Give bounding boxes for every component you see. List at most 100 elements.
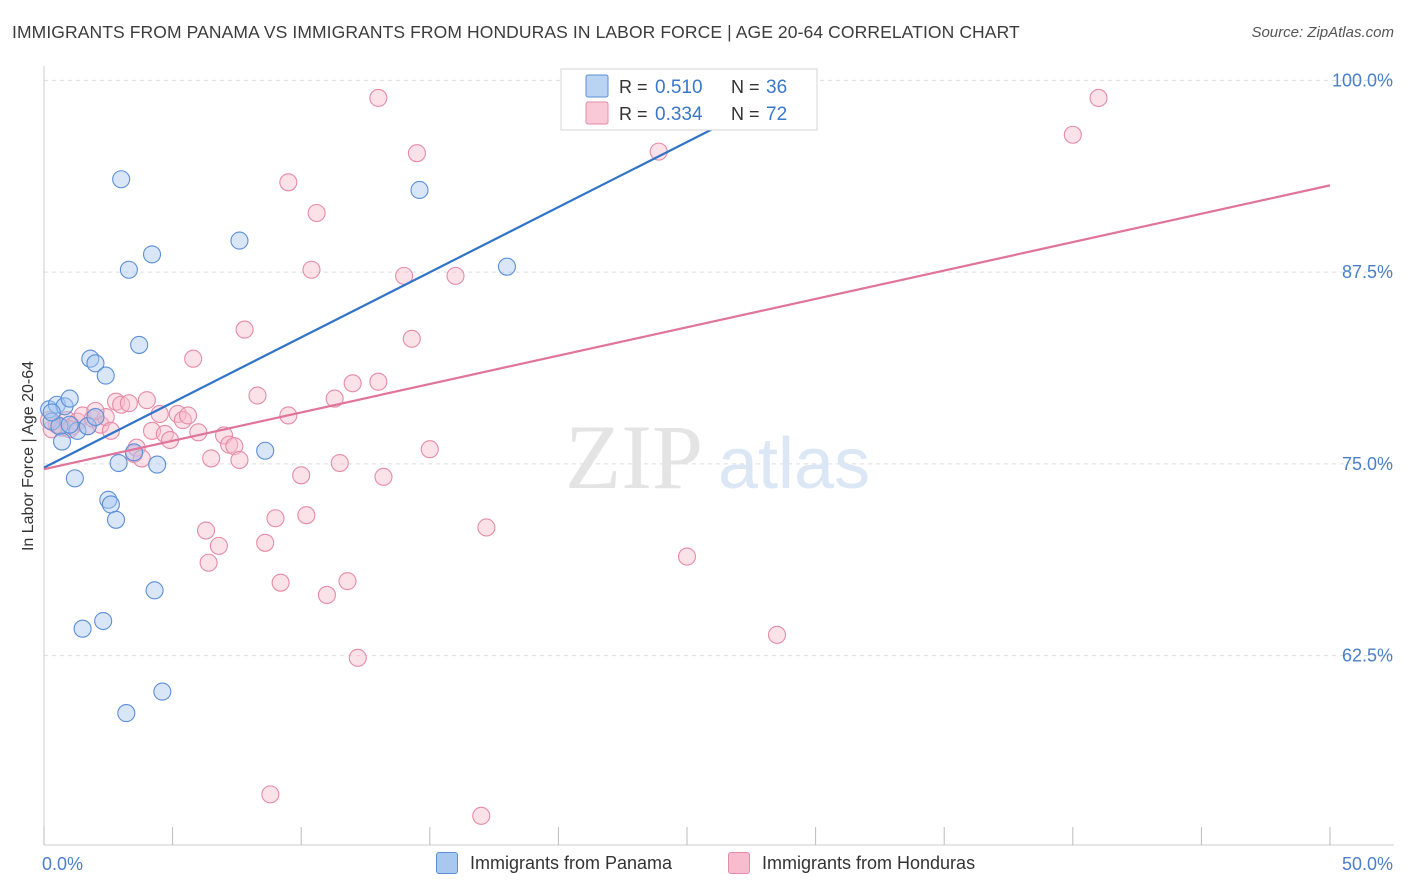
honduras-point-47 [307,203,326,223]
honduras-point-43 [279,173,298,192]
panama-point-7 [65,469,84,488]
panama-point-32 [497,257,517,276]
honduras-point-50 [330,453,349,473]
series-honduras [40,88,1108,825]
panama-point-31 [410,180,429,200]
panama-point-9 [73,619,92,638]
honduras-point-10 [96,407,115,427]
honduras-point-46 [302,260,321,279]
legend: R = 0.510 N = 36 R = 0.334 N = 72 [560,68,818,131]
axes [43,66,1394,846]
honduras-point-28 [196,521,216,540]
panama-trend-line [43,95,778,469]
honduras-point-29 [199,553,218,572]
panama-point-18 [106,510,126,529]
honduras-point-27 [189,423,208,442]
honduras-point-58 [407,144,426,163]
honduras-point-63 [369,88,388,107]
honduras-point-54 [369,372,388,391]
honduras-point-49 [325,389,344,408]
panama-point-20 [112,170,131,189]
legend-n-label-panama: N = [731,77,760,97]
y-tick-label-0: 62.5% [1342,646,1393,666]
panama-point-22 [119,260,138,279]
panama-point-21 [117,704,136,723]
x-tick-label-0: 0.0% [42,854,83,874]
panama-point-6 [60,389,79,408]
honduras-point-48 [317,585,336,605]
source-note: Source: ZipAtlas.com [1251,24,1394,41]
honduras-point-64 [649,142,668,161]
honduras-point-30 [202,449,221,468]
panama-point-29 [230,231,249,250]
honduras-point-65 [677,547,697,566]
watermark-atlas: atlas [718,424,870,504]
panama-point-24 [130,335,149,354]
panama-point-13 [86,354,105,373]
panama-point-15 [96,366,115,385]
legend-r-label-honduras: R = [619,104,648,124]
panama-point-17 [101,495,120,514]
honduras-point-37 [248,386,267,405]
gridlines [44,79,1394,657]
legend-n-value-panama: 36 [766,77,787,98]
honduras-point-57 [402,329,421,348]
panama-point-19 [109,453,128,473]
honduras-point-51 [338,572,357,591]
bottom-legend: Immigrants from Panama Immigrants from H… [0,852,1406,878]
legend-r-label-panama: R = [619,77,648,97]
panama-point-28 [153,682,172,701]
y-tick-label-2: 87.5% [1342,262,1393,282]
bottom-legend-swatch-panama [436,852,458,874]
honduras-point-55 [374,467,393,486]
honduras-point-71 [86,401,105,420]
x-tick-label-1: 50.0% [1342,854,1393,874]
panama-point-27 [148,455,167,474]
panama-point-10 [78,417,97,436]
honduras-point-14 [119,394,138,413]
panama-point-26 [145,581,164,600]
legend-r-value-panama: 0.510 [655,77,703,98]
tick-labels: 62.5% 75.0% 87.5% 100.0% 0.0% 50.0% [42,70,1393,874]
honduras-point-35 [230,450,249,470]
y-tick-label-1: 75.0% [1342,454,1393,474]
panama-point-12 [86,407,105,427]
watermark: ZIP atlas [565,406,870,508]
bottom-legend-swatch-honduras [728,852,750,874]
y-tick-label-3: 100.0% [1332,70,1393,90]
honduras-point-52 [343,374,362,393]
bottom-legend-label-panama: Immigrants from Panama [470,852,673,873]
watermark-zip: ZIP [565,406,703,508]
honduras-point-36 [235,320,254,339]
honduras-point-40 [266,509,285,528]
honduras-trend-line [43,184,1331,471]
honduras-point-39 [261,785,280,804]
panama-point-30 [256,441,275,460]
honduras-point-60 [446,266,465,285]
honduras-point-68 [1089,88,1108,107]
panama-point-34 [42,403,61,422]
chart-title: IMMIGRANTS FROM PANAMA VS IMMIGRANTS FRO… [12,22,1020,42]
honduras-point-38 [256,533,275,552]
bottom-legend-honduras: Immigrants from Honduras [728,852,975,874]
honduras-point-26 [184,349,203,368]
honduras-point-44 [292,466,311,485]
honduras-point-41 [271,573,290,592]
honduras-point-53 [348,648,367,667]
honduras-point-31 [209,536,228,555]
legend-swatch-honduras [585,101,609,125]
honduras-point-61 [472,806,491,825]
honduras-point-62 [477,518,496,537]
panama-point-14 [94,611,113,631]
honduras-point-13 [112,395,131,414]
honduras-point-18 [137,391,156,410]
legend-swatch-panama [585,74,609,98]
trend-lines [43,95,1331,471]
honduras-point-59 [420,440,439,459]
bottom-legend-label-honduras: Immigrants from Honduras [762,852,976,873]
panama-point-25 [142,245,162,264]
legend-n-label-honduras: N = [731,104,760,124]
legend-r-value-honduras: 0.334 [655,104,703,125]
honduras-point-25 [178,406,198,425]
